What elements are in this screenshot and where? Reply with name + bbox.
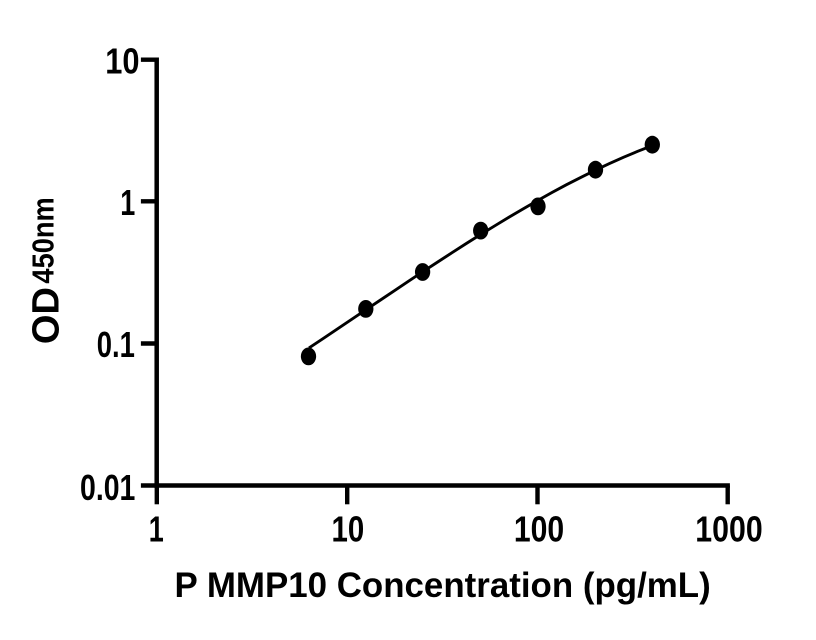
svg-text:10: 10 <box>105 42 139 82</box>
svg-text:P MMP10 Concentration (pg/mL): P MMP10 Concentration (pg/mL) <box>175 566 711 605</box>
svg-text:1: 1 <box>120 182 135 223</box>
svg-text:OD: OD <box>26 287 68 344</box>
svg-text:0.01: 0.01 <box>80 468 135 508</box>
svg-text:1: 1 <box>149 509 164 550</box>
svg-text:10: 10 <box>332 509 365 550</box>
svg-text:0.1: 0.1 <box>97 325 135 365</box>
svg-text:450nm: 450nm <box>27 197 61 283</box>
svg-text:1000: 1000 <box>695 510 762 550</box>
svg-text:100: 100 <box>514 510 564 550</box>
